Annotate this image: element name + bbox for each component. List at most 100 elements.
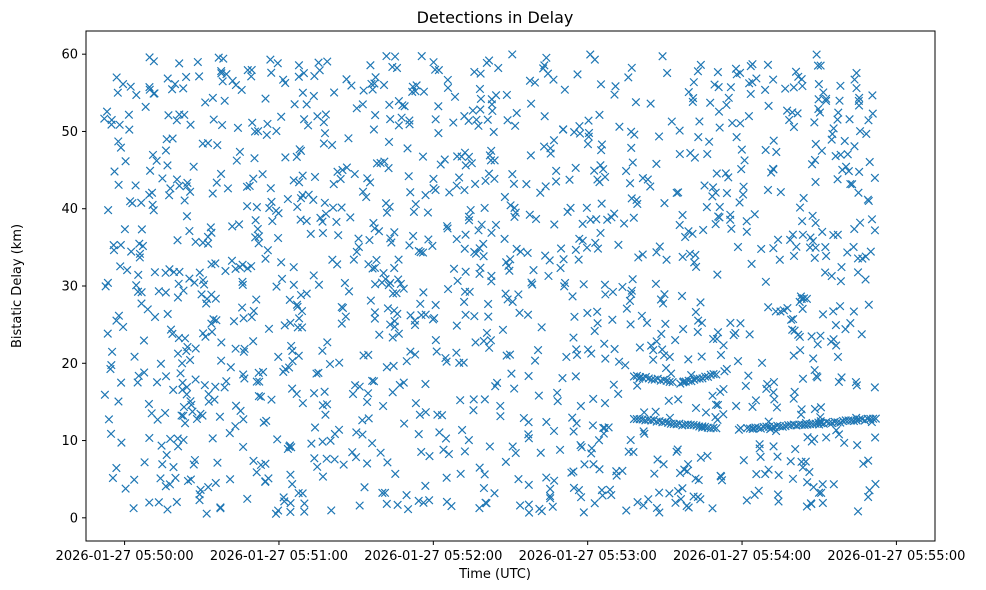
data-point bbox=[180, 419, 190, 428]
data-point bbox=[571, 245, 581, 255]
data-point bbox=[414, 246, 424, 256]
data-point bbox=[849, 307, 859, 316]
data-point bbox=[589, 460, 598, 469]
data-point bbox=[283, 444, 293, 454]
data-point bbox=[169, 462, 178, 472]
data-point bbox=[789, 83, 799, 92]
data-point bbox=[247, 312, 257, 322]
data-point bbox=[375, 330, 384, 339]
data-point bbox=[200, 98, 210, 107]
data-point bbox=[714, 107, 724, 116]
data-point bbox=[455, 395, 465, 405]
data-point bbox=[600, 280, 610, 289]
data-point bbox=[249, 174, 258, 183]
data-point bbox=[192, 414, 202, 424]
data-point bbox=[342, 75, 351, 84]
data-point bbox=[362, 459, 372, 468]
data-point bbox=[377, 278, 387, 287]
data-point bbox=[608, 315, 617, 324]
data-point bbox=[365, 235, 374, 245]
data-point bbox=[508, 297, 517, 307]
data-point bbox=[684, 227, 693, 236]
data-point bbox=[572, 350, 582, 360]
data-point bbox=[350, 169, 359, 179]
data-point bbox=[859, 459, 868, 469]
data-point bbox=[799, 193, 808, 203]
data-point bbox=[247, 118, 257, 127]
data-point bbox=[203, 138, 213, 148]
data-point bbox=[366, 296, 376, 305]
data-point bbox=[286, 498, 295, 508]
data-point bbox=[293, 302, 302, 312]
data-point bbox=[584, 132, 593, 141]
data-point bbox=[150, 89, 159, 98]
data-point bbox=[545, 484, 555, 494]
data-point bbox=[811, 139, 821, 149]
data-point bbox=[808, 211, 817, 221]
data-point bbox=[618, 282, 627, 292]
data-point bbox=[816, 331, 825, 340]
data-point bbox=[209, 315, 218, 324]
data-point bbox=[816, 403, 826, 412]
data-point bbox=[182, 182, 191, 191]
data-point bbox=[761, 277, 771, 287]
data-point bbox=[769, 377, 779, 387]
data-point bbox=[442, 497, 452, 507]
data-point bbox=[338, 165, 347, 175]
data-point bbox=[798, 463, 808, 472]
data-point bbox=[390, 316, 399, 326]
data-point bbox=[816, 488, 826, 498]
data-point bbox=[440, 155, 449, 164]
data-point bbox=[731, 328, 740, 338]
data-point bbox=[579, 280, 588, 289]
data-point bbox=[633, 497, 642, 507]
data-point bbox=[178, 378, 187, 388]
data-point bbox=[806, 233, 815, 242]
data-point bbox=[724, 93, 734, 103]
data-point bbox=[742, 227, 752, 236]
data-point bbox=[108, 473, 118, 483]
data-point bbox=[225, 428, 235, 438]
data-point bbox=[569, 427, 578, 436]
data-point bbox=[726, 82, 736, 92]
data-point bbox=[358, 100, 368, 109]
data-point bbox=[569, 483, 579, 493]
data-point bbox=[651, 407, 660, 416]
data-point bbox=[775, 255, 785, 264]
data-point bbox=[833, 352, 843, 362]
data-point bbox=[774, 497, 783, 506]
data-point bbox=[573, 70, 582, 79]
data-point bbox=[126, 247, 136, 256]
data-point bbox=[545, 494, 555, 503]
data-point bbox=[484, 343, 494, 353]
data-point bbox=[410, 320, 420, 330]
data-point bbox=[500, 192, 510, 202]
data-point bbox=[483, 299, 493, 309]
data-point bbox=[481, 176, 490, 186]
data-point bbox=[590, 326, 599, 336]
data-point bbox=[382, 51, 391, 61]
data-point bbox=[332, 217, 341, 227]
data-point bbox=[490, 489, 499, 498]
data-point bbox=[698, 225, 708, 235]
data-point bbox=[795, 297, 804, 307]
data-point bbox=[441, 434, 451, 443]
data-point bbox=[810, 404, 820, 414]
data-point bbox=[600, 423, 609, 433]
data-point bbox=[411, 398, 421, 408]
data-point bbox=[864, 116, 873, 125]
data-point bbox=[748, 77, 757, 87]
data-point bbox=[265, 203, 274, 213]
data-point bbox=[394, 121, 404, 130]
data-point bbox=[619, 219, 629, 228]
data-point bbox=[131, 181, 140, 190]
data-point bbox=[805, 467, 814, 477]
data-point bbox=[637, 311, 647, 321]
data-point bbox=[652, 248, 661, 257]
data-point bbox=[763, 302, 773, 312]
data-point bbox=[535, 504, 544, 514]
data-point bbox=[788, 108, 797, 117]
data-point bbox=[176, 369, 185, 378]
data-point bbox=[786, 315, 796, 325]
data-point bbox=[745, 330, 754, 339]
